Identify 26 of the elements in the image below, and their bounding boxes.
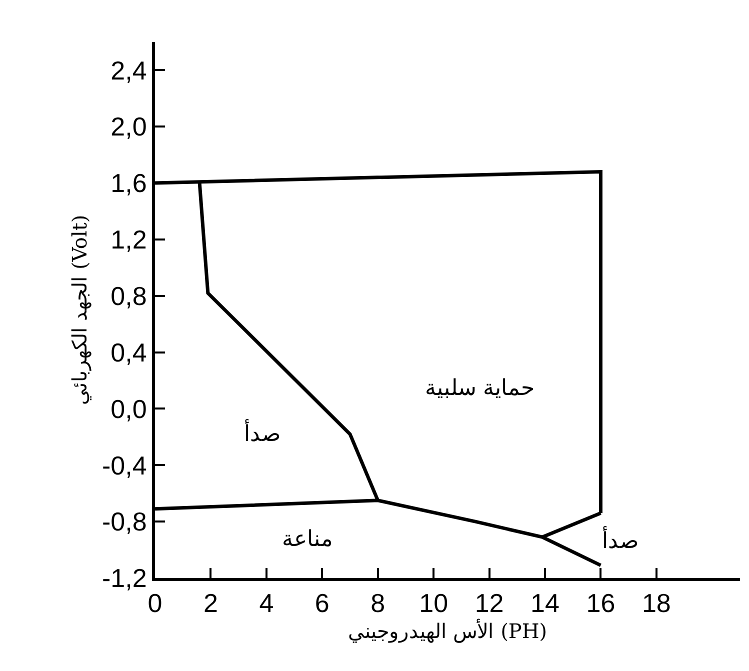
y-tick-label: -0,8 [102,506,147,537]
x-tick-label: 16 [586,588,616,618]
y-tick-label: 1,6 [110,168,147,198]
annotation: صدأ [602,525,639,554]
x-tick-label: 4 [259,588,274,618]
y-tick-label: 1,2 [110,224,147,255]
x-tick-label: 6 [314,588,330,618]
x-tick-label: 12 [474,588,504,618]
annotation: مناعة [282,527,333,552]
x-tick-label: 14 [530,588,560,618]
x-axis-title: الأس الهيدروجيني (PH) [348,618,548,644]
x-tick-label: 10 [419,588,448,618]
y-tick-label: -0,4 [102,450,147,480]
y-tick-label: -1,2 [102,563,147,594]
y-tick-label: 0,8 [110,280,147,311]
y-tick-label: 2,0 [110,112,147,142]
y-tick-label: 2,4 [110,55,147,86]
annotation: حماية سلبية [425,376,535,401]
x-tick-label: 18 [642,588,671,618]
x-tick-label: 2 [203,588,218,618]
y-tick-label: 0,4 [110,337,147,368]
x-tick-label: 8 [370,588,386,618]
x-tick-label: 0 [148,588,162,618]
y-axis-title: الجهد الكهربائي (Volt) [67,214,92,406]
annotation: صدأ [244,418,281,447]
y-tick-label: 0,0 [110,394,147,424]
